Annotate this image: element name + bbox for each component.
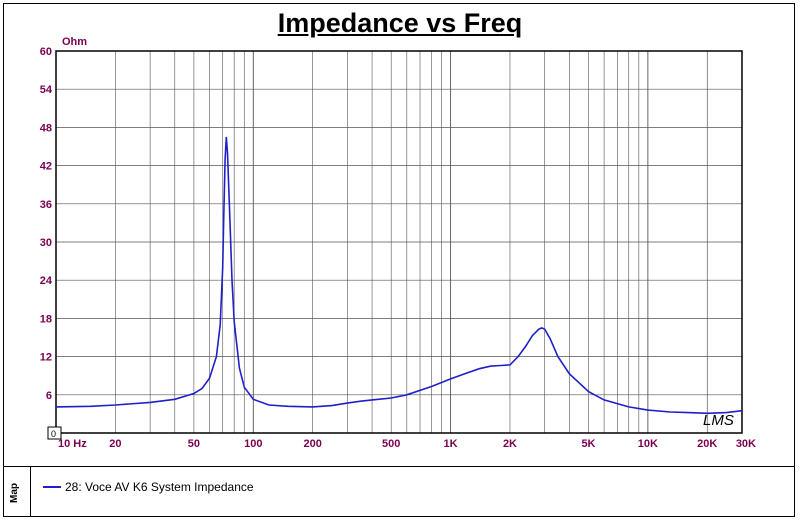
y-tick-labels: 6 12 18 24 30 36 42 48 54 60 [40,46,53,402]
y-tick-label: 18 [40,313,52,325]
x-tick-label: 5K [581,438,595,450]
legend-entry: 28: Voce AV K6 System Impedance [43,480,254,494]
legend-side: Map [3,467,31,517]
x-tick-label: 1K [444,438,458,450]
legend-entry-label: 28: Voce AV K6 System Impedance [65,480,254,494]
x-tick-label: 10 Hz [58,438,87,450]
x-tick-label: 10K [638,438,658,450]
grid-lines [56,51,743,433]
y-tick-label: 42 [40,161,52,173]
x-tick-label: 20 [109,438,121,450]
corner-marker-icon: 0 [47,426,62,440]
x-tick-labels: 10 Hz 20 50 100 200 500 1K 2K 5K 10K 20K 30K [58,438,756,450]
x-tick-label: 50 [188,438,200,450]
y-tick-label: 24 [40,275,53,287]
plot-border [55,50,743,434]
lms-watermark: LMS [703,412,734,429]
chart-frame [3,3,795,517]
x-tick-label: 30K [736,438,756,450]
chart-title: Impedance vs Freq [277,8,523,38]
svg-text:0: 0 [51,429,56,439]
x-tick-label: 2K [503,438,517,450]
chart-svg: 6 12 18 24 30 36 42 48 54 60 10 Hz 20 50 100 200 500 1K… [40,36,756,450]
legend-line-swatch [43,486,61,488]
y-tick-label: 6 [46,390,52,402]
y-tick-label: 48 [40,122,52,134]
y-tick-label: 54 [40,84,53,96]
x-tick-label: 200 [304,438,322,450]
legend-area: Map 28: Voce AV K6 System Impedance [3,466,795,517]
legend-side-title: Map [9,483,20,503]
x-tick-label: 500 [382,438,400,450]
y-axis-unit-label: Ohm [62,36,87,48]
x-tick-label: 100 [244,438,262,450]
y-tick-label: 36 [40,199,52,211]
y-tick-label: 12 [40,352,52,364]
y-tick-label: 60 [40,46,52,58]
impedance-series-line [55,136,743,415]
y-tick-label: 30 [40,237,52,249]
x-tick-label: 20K [697,438,717,450]
